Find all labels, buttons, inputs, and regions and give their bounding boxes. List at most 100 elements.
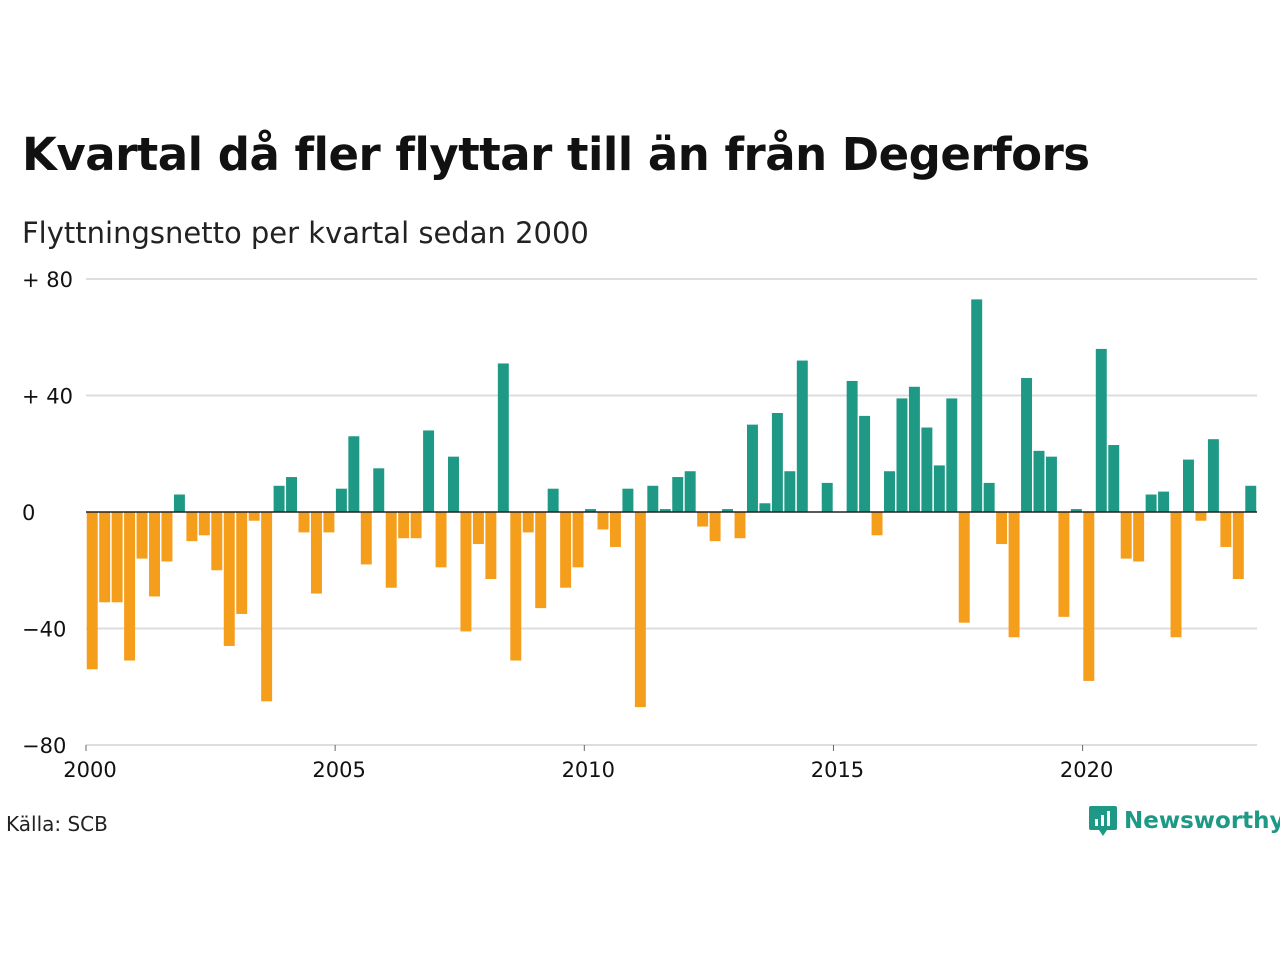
bar-2004-k2 [298, 512, 310, 533]
bar-2018-k2 [996, 512, 1008, 545]
bar-2018-k4 [1021, 378, 1033, 512]
bar-2008-k4 [522, 512, 534, 533]
bar-2022-k1 [1183, 459, 1194, 512]
bar-2013-k4 [771, 412, 783, 512]
bar-2003-k3 [261, 512, 273, 702]
bar-2021-k2 [1145, 494, 1157, 512]
y-tick-label: −40 [22, 618, 66, 642]
source-note: Källa: SCB [6, 812, 108, 836]
bar-2015-k2 [846, 380, 858, 512]
bar-2010-k3 [609, 512, 621, 547]
bar-2012-k3 [709, 512, 721, 542]
bar-2001-k4 [173, 494, 185, 512]
bar-2015-k4 [871, 512, 883, 536]
bar-2007-k1 [435, 512, 447, 568]
bar-2013-k2 [746, 424, 758, 513]
bar-2020-k3 [1108, 445, 1120, 512]
bar-2008-k3 [510, 512, 522, 661]
bar-2000-k2 [99, 512, 111, 603]
bar-2016-k3 [908, 386, 920, 512]
bar-2002-k1 [186, 512, 198, 542]
bar-2023-k1 [1232, 512, 1244, 579]
bar-2003-k1 [236, 512, 248, 614]
bar-2000-k4 [124, 512, 136, 661]
gridlines [86, 278, 1257, 746]
bar-2015-k3 [859, 415, 871, 512]
x-tick-label: 2015 [811, 758, 864, 782]
bar-2010-k2 [597, 512, 609, 530]
bar-2014-k1 [784, 471, 796, 512]
bar-2002-k4 [223, 512, 235, 646]
bar-2022-k2 [1195, 512, 1207, 521]
bar-2019-k2 [1045, 456, 1057, 512]
newsworthy-logo: Newsworthy [1088, 804, 1280, 838]
bar-2004-k3 [310, 512, 322, 594]
bar-2003-k2 [248, 512, 260, 521]
y-tick-label: + 80 [22, 268, 73, 292]
bar-2022-k3 [1207, 439, 1219, 512]
bar-2008-k1 [485, 512, 497, 579]
bar-2020-k1 [1083, 512, 1095, 681]
bar-2019-k3 [1058, 512, 1070, 617]
brand-name: Newsworthy [1124, 808, 1280, 834]
bar-2001-k1 [136, 512, 148, 559]
bar-2009-k3 [560, 512, 572, 588]
bar-2013-k3 [759, 503, 771, 512]
bar-2017-k2 [946, 398, 958, 512]
bar-2009-k1 [535, 512, 547, 609]
bar-2019-k4 [1070, 509, 1082, 512]
bar-2002-k2 [198, 512, 210, 536]
chart-title: Kvartal då fler flyttar till än från Deg… [22, 128, 1090, 181]
bar-2006-k2 [398, 512, 410, 539]
bar-2010-k1 [585, 509, 597, 512]
bar-2000-k3 [111, 512, 123, 603]
bar-2009-k2 [547, 488, 559, 512]
bar-2000-k1 [86, 512, 98, 670]
bar-2021-k4 [1170, 512, 1182, 638]
bar-2020-k2 [1095, 348, 1107, 512]
bar-2014-k4 [821, 482, 833, 513]
bar-2005-k3 [360, 512, 372, 565]
bar-2005-k4 [373, 468, 385, 512]
chart-bubble-icon [1089, 806, 1117, 836]
bar-2005-k2 [348, 436, 360, 512]
bar-2002-k3 [211, 512, 223, 571]
bar-2011-k3 [659, 509, 671, 512]
bar-2006-k3 [410, 512, 422, 539]
bar-2014-k2 [796, 360, 808, 512]
bar-2021-k1 [1133, 512, 1145, 562]
bar-2011-k4 [672, 477, 684, 512]
x-tick-label: 2020 [1060, 758, 1113, 782]
bar-2012-k4 [722, 509, 734, 512]
bar-2004-k4 [323, 512, 335, 533]
bar-2007-k4 [472, 512, 484, 545]
bar-2018-k3 [1008, 512, 1020, 638]
y-tick-label: + 40 [22, 385, 73, 409]
bar-2006-k1 [385, 512, 397, 588]
bar-2019-k1 [1033, 450, 1045, 512]
bar-2005-k1 [335, 488, 347, 512]
bar-2011-k1 [634, 512, 646, 708]
bars [86, 299, 1257, 708]
bar-2003-k4 [273, 485, 285, 512]
bar-2001-k2 [149, 512, 160, 597]
x-tick-label: 2005 [312, 758, 365, 782]
bar-2017-k3 [958, 512, 970, 623]
bar-2018-k1 [983, 482, 995, 513]
bar-2012-k1 [684, 471, 696, 512]
bar-2013-k1 [734, 512, 746, 539]
bar-2016-k4 [921, 427, 933, 512]
y-tick-label: 0 [22, 501, 35, 525]
bar-2011-k2 [647, 485, 659, 512]
bar-2007-k3 [460, 512, 472, 632]
bar-2023-k2 [1245, 485, 1257, 512]
bar-2010-k4 [622, 488, 634, 512]
bar-2004-k1 [286, 477, 298, 512]
bar-2008-k2 [497, 363, 509, 512]
bar-2001-k3 [161, 512, 173, 562]
bar-2017-k4 [971, 299, 983, 512]
y-tick-label: −80 [22, 734, 66, 758]
bar-2020-k4 [1120, 512, 1132, 559]
